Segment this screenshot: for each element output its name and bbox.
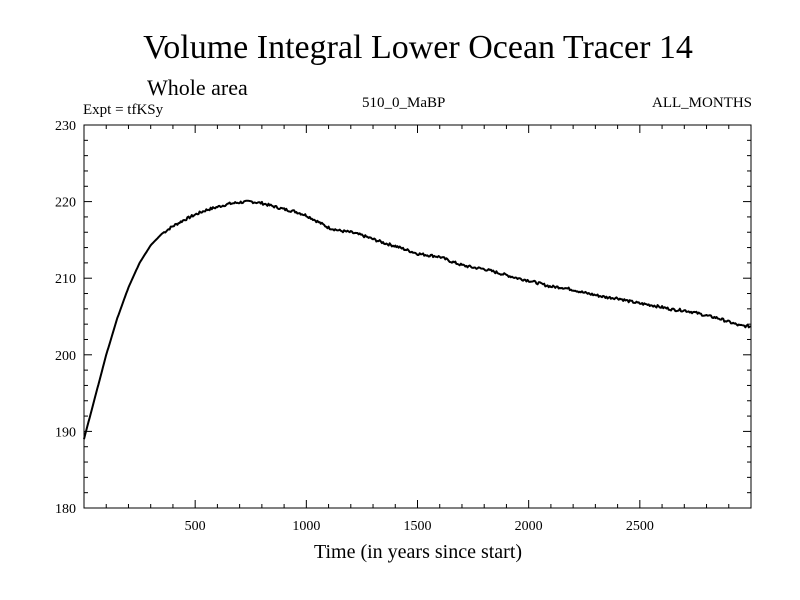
- x-tick-label: 1500: [404, 519, 432, 534]
- chart-subtitle: Whole area: [147, 75, 248, 100]
- x-tick-label: 2000: [515, 519, 543, 534]
- run-label: 510_0_MaBP: [362, 95, 445, 111]
- series-line-tracer14: [83, 199, 751, 440]
- plot-area: 500 1000 1500 2000 2500 180 190 200 210 220 230: [55, 119, 752, 534]
- y-axis: 180 190 200 210 220 230: [55, 119, 751, 517]
- x-axis-label: Time (in years since start): [314, 541, 522, 563]
- experiment-label: Expt = tfKSy: [83, 102, 164, 118]
- y-tick-label: 190: [55, 425, 76, 440]
- x-tick-label: 2500: [626, 519, 654, 534]
- x-tick-label: 500: [185, 519, 206, 534]
- y-tick-label: 210: [55, 272, 76, 287]
- y-tick-label: 220: [55, 196, 76, 211]
- y-tick-label: 180: [55, 502, 76, 517]
- minor-ticks: [84, 125, 751, 508]
- plot-frame: [83, 124, 752, 509]
- chart-title: Volume Integral Lower Ocean Tracer 14: [143, 29, 693, 66]
- y-tick-label: 200: [55, 349, 76, 364]
- months-label: ALL_MONTHS: [652, 95, 752, 111]
- x-axis: 500 1000 1500 2000 2500: [185, 125, 654, 534]
- x-tick-label: 1000: [292, 519, 320, 534]
- y-tick-label: 230: [55, 119, 76, 134]
